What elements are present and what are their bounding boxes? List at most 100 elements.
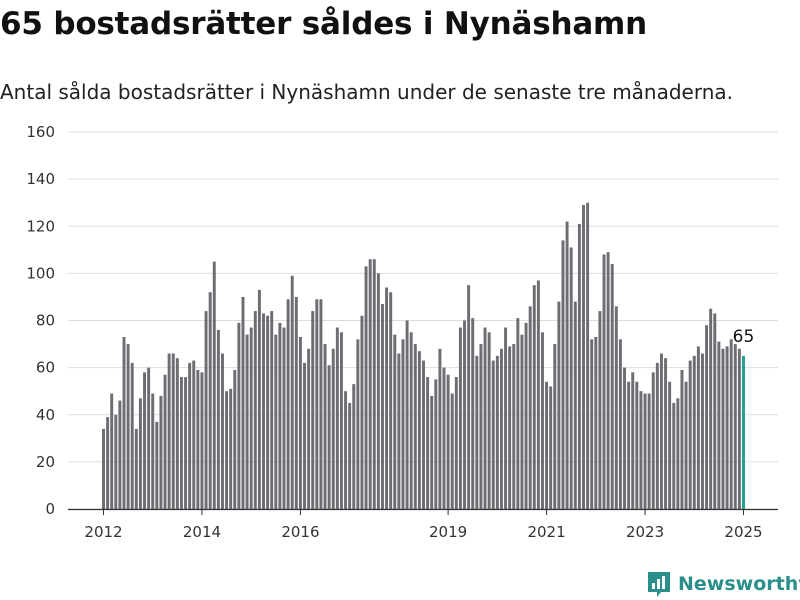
bar: [471, 318, 475, 509]
bar: [430, 395, 434, 509]
bar: [294, 296, 298, 509]
brand-logo: Newsworthy: [646, 570, 800, 598]
bar: [344, 391, 348, 509]
x-tick-label: 2014: [183, 523, 221, 541]
bar: [602, 254, 606, 509]
bar: [582, 205, 585, 509]
chart-bars: [102, 202, 745, 510]
bar: [147, 367, 151, 509]
bar: [364, 266, 368, 509]
bar: [454, 377, 458, 509]
bar: [208, 292, 212, 509]
bar: [737, 348, 741, 509]
bar: [356, 339, 360, 509]
bar: [151, 393, 155, 509]
bar: [655, 362, 659, 509]
bar: [623, 367, 627, 509]
bar: [372, 259, 376, 509]
bar: [729, 339, 733, 509]
bar: [586, 202, 590, 509]
bar: [565, 221, 569, 509]
bar: [225, 391, 229, 509]
bar: [614, 306, 618, 509]
bar: [143, 372, 147, 509]
bar: [257, 289, 261, 509]
bar: [220, 353, 224, 509]
bar: [639, 391, 643, 509]
bar: [557, 301, 561, 509]
x-tick-label: 2019: [429, 523, 467, 541]
bar: [266, 315, 270, 509]
bar: [339, 332, 343, 509]
bar: [487, 332, 491, 509]
bar: [463, 320, 467, 509]
bar: [664, 358, 668, 509]
bar: [106, 417, 110, 509]
bar: [643, 393, 647, 509]
bar: [594, 336, 598, 509]
bar: [483, 327, 487, 509]
bar: [138, 398, 142, 509]
bar: [504, 327, 508, 509]
bar: [606, 252, 610, 509]
bar: [635, 381, 639, 509]
bar: [520, 334, 524, 509]
bar: [241, 296, 245, 509]
bar: [307, 348, 311, 509]
bar: [249, 327, 253, 509]
x-axis-ticks: 2012 2014 2016 2019 2021 2023 2025: [84, 509, 763, 541]
bar: [545, 381, 549, 509]
bar: [495, 355, 499, 509]
bar: [532, 285, 536, 509]
bar: [233, 369, 237, 509]
bar: [163, 374, 167, 509]
bar: [331, 348, 335, 509]
bar: [528, 306, 532, 509]
newsworthy-logo-icon: [648, 572, 670, 597]
bar: [438, 348, 442, 509]
bar: [524, 322, 528, 509]
bar: [352, 384, 356, 509]
bar: [627, 381, 631, 509]
bar: [721, 348, 725, 509]
bar: [376, 273, 380, 509]
bar: [270, 311, 274, 509]
y-tick-label: 0: [45, 500, 55, 518]
bar: [577, 223, 581, 510]
bar: [179, 377, 183, 509]
bar: [311, 311, 315, 509]
bar: [713, 313, 717, 509]
page-title: 65 bostadsrätter såldes i Nynäshamn: [0, 6, 648, 42]
bar: [590, 339, 594, 509]
bar: [286, 299, 290, 509]
bar: [417, 351, 421, 509]
bar: [647, 393, 651, 509]
bar: [216, 329, 220, 509]
bar: [323, 344, 327, 509]
y-tick-label: 60: [36, 359, 55, 377]
bar: [315, 299, 319, 509]
x-tick-label: 2012: [84, 523, 122, 541]
bar: [278, 322, 282, 509]
last-value-label: 65: [733, 327, 755, 347]
bar: [175, 358, 179, 509]
bar: [405, 320, 409, 509]
y-tick-label: 40: [36, 406, 55, 424]
bar: [709, 308, 713, 509]
bar: [413, 344, 417, 509]
bar: [327, 365, 331, 509]
bar: [434, 379, 438, 509]
bar: [110, 393, 114, 509]
bar: [360, 315, 364, 509]
bar: [409, 332, 413, 509]
bar: [274, 334, 278, 509]
bar: [319, 299, 323, 509]
bar: [245, 334, 249, 509]
bar: [618, 339, 622, 509]
bar: [196, 369, 200, 509]
bar: [717, 341, 721, 509]
bar: [134, 428, 138, 509]
brand-name: Newsworthy: [678, 573, 800, 595]
bar: [155, 421, 159, 509]
bar: [282, 327, 286, 509]
